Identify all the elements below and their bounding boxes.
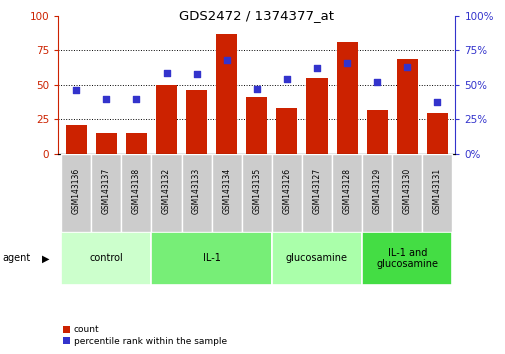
Point bbox=[282, 76, 290, 82]
Bar bbox=[366, 110, 387, 154]
Text: GDS2472 / 1374377_at: GDS2472 / 1374377_at bbox=[179, 9, 334, 22]
Bar bbox=[331, 154, 362, 232]
Bar bbox=[426, 113, 447, 154]
Text: IL-1: IL-1 bbox=[203, 253, 220, 263]
Bar bbox=[211, 154, 241, 232]
Point bbox=[312, 65, 320, 71]
Bar bbox=[216, 34, 237, 154]
Bar bbox=[66, 125, 86, 154]
Text: GSM143137: GSM143137 bbox=[102, 168, 111, 215]
Point bbox=[102, 96, 110, 102]
Text: GSM143130: GSM143130 bbox=[402, 168, 411, 215]
Bar bbox=[156, 85, 177, 154]
Text: IL-1 and
glucosamine: IL-1 and glucosamine bbox=[376, 247, 437, 269]
Bar bbox=[391, 154, 422, 232]
Bar bbox=[61, 232, 151, 285]
Text: GSM143138: GSM143138 bbox=[132, 168, 141, 215]
Bar bbox=[271, 154, 301, 232]
Text: glucosamine: glucosamine bbox=[285, 253, 347, 263]
Text: GSM143135: GSM143135 bbox=[252, 168, 261, 215]
Point bbox=[222, 57, 230, 63]
Bar bbox=[151, 154, 181, 232]
Bar bbox=[336, 42, 357, 154]
Bar bbox=[181, 154, 211, 232]
Point bbox=[372, 79, 380, 85]
Bar bbox=[306, 78, 327, 154]
Point bbox=[162, 70, 170, 75]
Bar bbox=[276, 108, 297, 154]
Bar bbox=[91, 154, 121, 232]
Text: GSM143128: GSM143128 bbox=[342, 169, 351, 215]
Point bbox=[132, 96, 140, 102]
Text: GSM143136: GSM143136 bbox=[72, 168, 81, 215]
Text: GSM143132: GSM143132 bbox=[162, 168, 171, 215]
Legend: count, percentile rank within the sample: count, percentile rank within the sample bbox=[63, 325, 226, 346]
Text: GSM143134: GSM143134 bbox=[222, 168, 231, 215]
Bar bbox=[126, 133, 146, 154]
Point bbox=[402, 64, 411, 70]
Bar bbox=[186, 91, 207, 154]
Point bbox=[342, 60, 350, 66]
Text: GSM143129: GSM143129 bbox=[372, 168, 381, 215]
Text: GSM143131: GSM143131 bbox=[432, 168, 441, 215]
Bar bbox=[95, 133, 117, 154]
Text: ▶: ▶ bbox=[42, 253, 49, 263]
Point bbox=[72, 88, 80, 93]
Bar bbox=[362, 154, 391, 232]
Bar bbox=[362, 232, 451, 285]
Bar bbox=[246, 97, 267, 154]
Text: agent: agent bbox=[3, 253, 31, 263]
Bar bbox=[271, 232, 362, 285]
Bar bbox=[422, 154, 451, 232]
Bar bbox=[301, 154, 331, 232]
Text: GSM143127: GSM143127 bbox=[312, 168, 321, 215]
Bar bbox=[121, 154, 151, 232]
Text: GSM143126: GSM143126 bbox=[282, 168, 291, 215]
Bar bbox=[61, 154, 91, 232]
Bar bbox=[241, 154, 271, 232]
Text: control: control bbox=[89, 253, 123, 263]
Bar bbox=[396, 59, 417, 154]
Point bbox=[192, 71, 200, 77]
Point bbox=[252, 86, 261, 92]
Text: GSM143133: GSM143133 bbox=[192, 168, 200, 215]
Point bbox=[432, 99, 440, 104]
Bar bbox=[151, 232, 271, 285]
